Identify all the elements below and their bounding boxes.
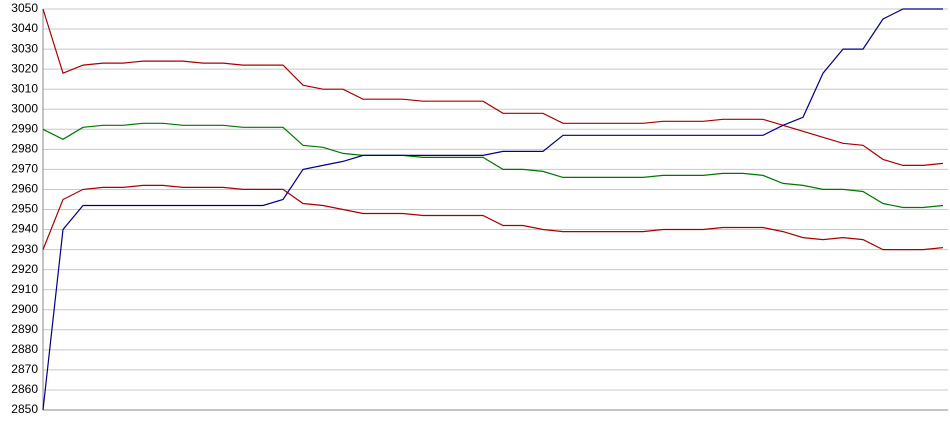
- y-tick-label: 2910: [11, 282, 38, 296]
- y-tick-label: 2990: [11, 121, 38, 135]
- y-tick-label: 2980: [11, 142, 38, 156]
- y-tick-label: 2890: [11, 322, 38, 336]
- y-tick-label: 3040: [11, 21, 38, 35]
- series-line: [42, 8, 943, 411]
- y-tick-label: 3020: [11, 61, 38, 75]
- y-tick-label: 2860: [11, 382, 38, 396]
- y-tick-label: 3050: [11, 1, 38, 15]
- series-line: [42, 8, 944, 166]
- series-line: [42, 122, 944, 209]
- y-tick-label: 3010: [11, 81, 38, 95]
- y-tick-label: 2880: [11, 342, 38, 356]
- y-tick-label: 2950: [11, 202, 38, 216]
- y-tick-label: 3000: [11, 101, 38, 115]
- y-tick-label: 2970: [11, 162, 38, 176]
- y-tick-label: 2920: [11, 262, 38, 276]
- series-line: [42, 184, 944, 251]
- y-tick-label: 3030: [11, 41, 38, 55]
- y-tick-label: 2930: [11, 242, 38, 256]
- y-tick-label: 2900: [11, 302, 38, 316]
- y-tick-label: 2960: [11, 182, 38, 196]
- y-tick-label: 2870: [11, 362, 38, 376]
- y-tick-label: 2850: [11, 402, 38, 416]
- y-tick-label: 2940: [11, 222, 38, 236]
